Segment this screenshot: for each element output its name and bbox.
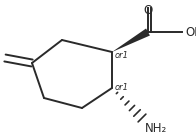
- Polygon shape: [112, 29, 150, 52]
- Text: NH₂: NH₂: [145, 122, 167, 135]
- Text: O: O: [143, 4, 153, 17]
- Text: or1: or1: [115, 52, 129, 60]
- Text: or1: or1: [115, 83, 129, 93]
- Text: OH: OH: [185, 25, 196, 38]
